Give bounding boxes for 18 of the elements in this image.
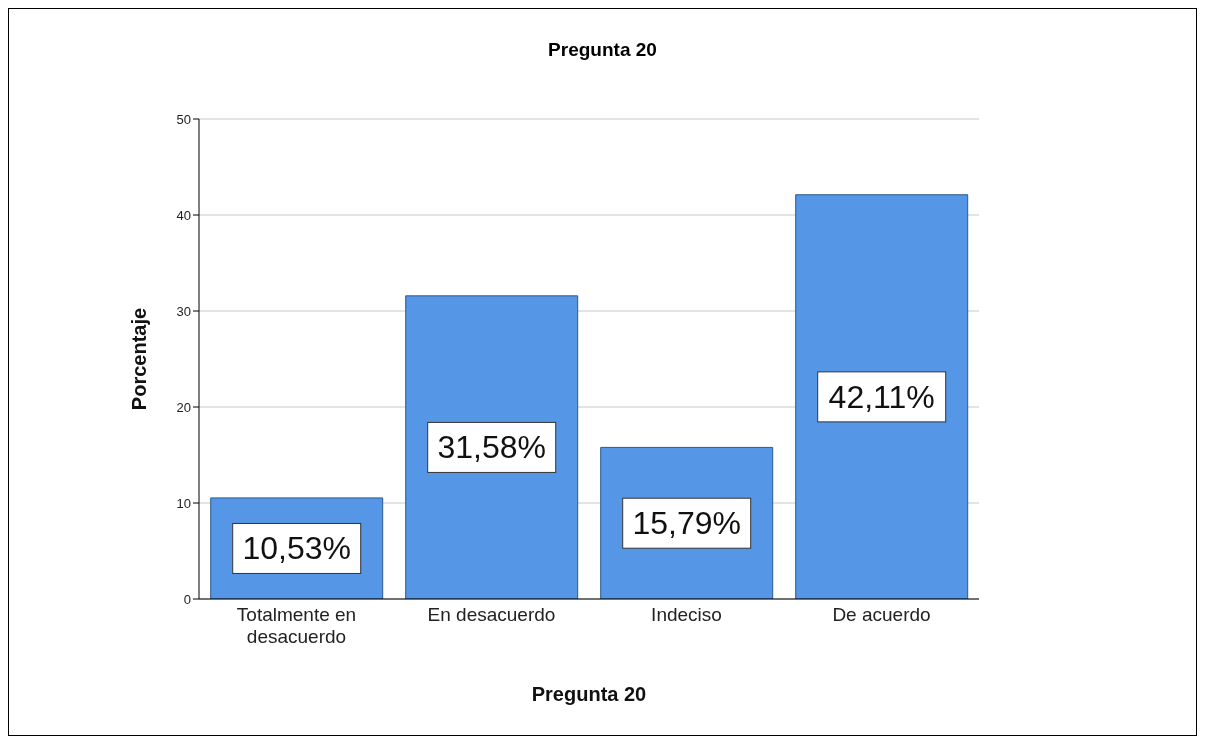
data-label: 31,58%	[437, 429, 546, 466]
x-axis-title: Pregunta 20	[531, 683, 647, 705]
data-label: 15,79%	[632, 505, 741, 542]
x-tick-label: Totalmente en desacuerdo	[236, 604, 357, 647]
x-tick-label: Indeciso	[651, 604, 722, 625]
x-tick-label: De acuerdo	[832, 604, 931, 625]
y-axis-title: Porcentaje	[128, 307, 151, 411]
x-tick-label: En desacuerdo	[427, 604, 556, 625]
bar	[405, 295, 579, 599]
data-label: 42,11%	[828, 378, 935, 415]
data-label: 10,53%	[242, 530, 351, 567]
y-tick-label: 40	[176, 207, 191, 223]
y-tick-label: 10	[176, 495, 191, 511]
y-tick-label: 0	[183, 591, 191, 607]
y-tick-label: 30	[176, 303, 191, 319]
chart-title: Pregunta 20	[547, 39, 658, 62]
y-tick-label: 20	[176, 399, 191, 415]
y-tick-label: 50	[176, 111, 191, 127]
